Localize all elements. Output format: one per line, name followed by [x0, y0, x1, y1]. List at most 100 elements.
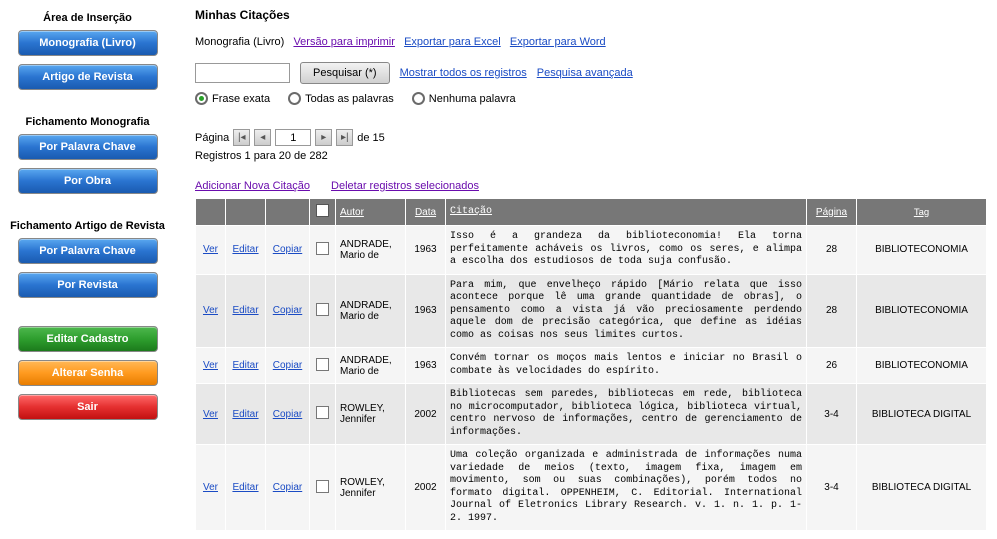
pager-last-icon[interactable]: ▸| [336, 129, 353, 146]
row-citacao: Para mim, que envelheço rápido [Mário re… [446, 274, 807, 348]
row-editar-link[interactable]: Editar [232, 244, 258, 255]
table-row: Ver Editar Copiar ROWLEY, Jennifer2002Bibli… [196, 384, 987, 445]
th-autor[interactable]: Autor [336, 199, 406, 226]
section-insert-title: Área de Inserção [6, 12, 169, 24]
pager-label: Página [195, 132, 229, 144]
row-data: 1963 [406, 226, 446, 275]
pager: Página |◂ ◂ ▸ ▸| de 15 [195, 129, 987, 146]
link-delete-selected[interactable]: Deletar registros selecionados [331, 180, 479, 192]
row-autor: ROWLEY, Jennifer [336, 445, 406, 531]
th-edit [226, 199, 266, 226]
row-editar-link[interactable]: Editar [232, 360, 258, 371]
link-export-excel[interactable]: Exportar para Excel [404, 36, 501, 48]
radio-row: Frase exata Todas as palavras Nenhuma pa… [195, 92, 987, 105]
table-row: Ver Editar Copiar ANDRADE, Mario de1963Para… [196, 274, 987, 348]
row-pagina: 28 [807, 226, 857, 275]
th-ver [196, 199, 226, 226]
citations-table: Autor Data Citação Página Tag Ver Editar C… [195, 198, 987, 531]
row-ver-link[interactable]: Ver [203, 409, 218, 420]
row-copiar-link[interactable]: Copiar [273, 244, 302, 255]
nav-artigo-revista2[interactable]: Por Revista [18, 272, 158, 298]
link-add-citation[interactable]: Adicionar Nova Citação [195, 180, 310, 192]
row-citacao: Isso é a grandeza da biblioteconomia! El… [446, 226, 807, 275]
section-fich-mono-title: Fichamento Monografia [6, 116, 169, 128]
th-data[interactable]: Data [406, 199, 446, 226]
row-pagina: 28 [807, 274, 857, 348]
nav-alterar-senha[interactable]: Alterar Senha [18, 360, 158, 386]
row-editar-link[interactable]: Editar [232, 409, 258, 420]
row-data: 2002 [406, 384, 446, 445]
row-data: 2002 [406, 445, 446, 531]
row-copiar-link[interactable]: Copiar [273, 409, 302, 420]
nav-monografia[interactable]: Monografia (Livro) [18, 30, 158, 56]
subtitle-row: Monografia (Livro) Versão para imprimir … [195, 36, 987, 48]
row-data: 1963 [406, 274, 446, 348]
row-autor: ANDRADE, Mario de [336, 348, 406, 384]
row-pagina: 3-4 [807, 384, 857, 445]
search-input[interactable] [195, 63, 290, 83]
nav-artigo-palavra[interactable]: Por Palavra Chave [18, 238, 158, 264]
nav-sair[interactable]: Sair [18, 394, 158, 420]
page-title: Minhas Citações [195, 8, 987, 22]
link-print[interactable]: Versão para imprimir [293, 36, 394, 48]
link-advanced-search[interactable]: Pesquisa avançada [537, 67, 633, 79]
row-tag: BIBLIOTECONOMIA [857, 226, 987, 275]
nav-mono-obra[interactable]: Por Obra [18, 168, 158, 194]
th-copy [266, 199, 310, 226]
records-info: Registros 1 para 20 de 282 [195, 150, 987, 162]
row-tag: BIBLIOTECA DIGITAL [857, 384, 987, 445]
pager-first-icon[interactable]: |◂ [233, 129, 250, 146]
table-row: Ver Editar Copiar ANDRADE, Mario de1963Conv… [196, 348, 987, 384]
row-tag: BIBLIOTECA DIGITAL [857, 445, 987, 531]
row-copiar-link[interactable]: Copiar [273, 482, 302, 493]
section-fich-artigo-title: Fichamento Artigo de Revista [6, 220, 169, 232]
search-row: Pesquisar (*) Mostrar todos os registros… [195, 62, 987, 84]
table-row: Ver Editar Copiar ROWLEY, Jennifer2002Uma c… [196, 445, 987, 531]
row-checkbox[interactable] [316, 358, 329, 371]
link-show-all[interactable]: Mostrar todos os registros [400, 67, 527, 79]
row-pagina: 26 [807, 348, 857, 384]
pager-next-icon[interactable]: ▸ [315, 129, 332, 146]
subtitle-text: Monografia (Livro) [195, 36, 284, 48]
row-autor: ANDRADE, Mario de [336, 226, 406, 275]
search-button[interactable]: Pesquisar (*) [300, 62, 390, 84]
link-export-word[interactable]: Exportar para Word [510, 36, 606, 48]
th-pagina: Página [807, 199, 857, 226]
table-row: Ver Editar Copiar ANDRADE, Mario de1963Isso… [196, 226, 987, 275]
radio-todas-palavras[interactable]: Todas as palavras [288, 92, 394, 105]
row-citacao: Bibliotecas sem paredes, bibliotecas em … [446, 384, 807, 445]
row-tag: BIBLIOTECONOMIA [857, 274, 987, 348]
row-tag: BIBLIOTECONOMIA [857, 348, 987, 384]
row-copiar-link[interactable]: Copiar [273, 360, 302, 371]
row-copiar-link[interactable]: Copiar [273, 305, 302, 316]
row-checkbox[interactable] [316, 406, 329, 419]
th-checkbox[interactable] [310, 199, 336, 226]
radio-frase-exata[interactable]: Frase exata [195, 92, 270, 105]
th-tag[interactable]: Tag [857, 199, 987, 226]
row-editar-link[interactable]: Editar [232, 482, 258, 493]
row-pagina: 3-4 [807, 445, 857, 531]
nav-mono-palavra[interactable]: Por Palavra Chave [18, 134, 158, 160]
row-checkbox[interactable] [316, 303, 329, 316]
row-ver-link[interactable]: Ver [203, 360, 218, 371]
main-content: Minhas Citações Monografia (Livro) Versã… [175, 0, 997, 539]
pager-page-input[interactable] [275, 129, 311, 146]
row-citacao: Uma coleção organizada e administrada de… [446, 445, 807, 531]
nav-editar-cadastro[interactable]: Editar Cadastro [18, 326, 158, 352]
row-ver-link[interactable]: Ver [203, 482, 218, 493]
row-ver-link[interactable]: Ver [203, 244, 218, 255]
row-citacao: Convém tornar os moços mais lentos e ini… [446, 348, 807, 384]
radio-nenhuma-palavra[interactable]: Nenhuma palavra [412, 92, 516, 105]
row-checkbox[interactable] [316, 480, 329, 493]
nav-artigo-revista[interactable]: Artigo de Revista [18, 64, 158, 90]
sidebar: Área de Inserção Monografia (Livro) Arti… [0, 0, 175, 539]
th-citacao[interactable]: Citação [446, 199, 807, 226]
row-editar-link[interactable]: Editar [232, 305, 258, 316]
row-checkbox[interactable] [316, 242, 329, 255]
table-action-links: Adicionar Nova Citação Deletar registros… [195, 180, 987, 192]
row-autor: ANDRADE, Mario de [336, 274, 406, 348]
row-data: 1963 [406, 348, 446, 384]
row-autor: ROWLEY, Jennifer [336, 384, 406, 445]
pager-prev-icon[interactable]: ◂ [254, 129, 271, 146]
row-ver-link[interactable]: Ver [203, 305, 218, 316]
